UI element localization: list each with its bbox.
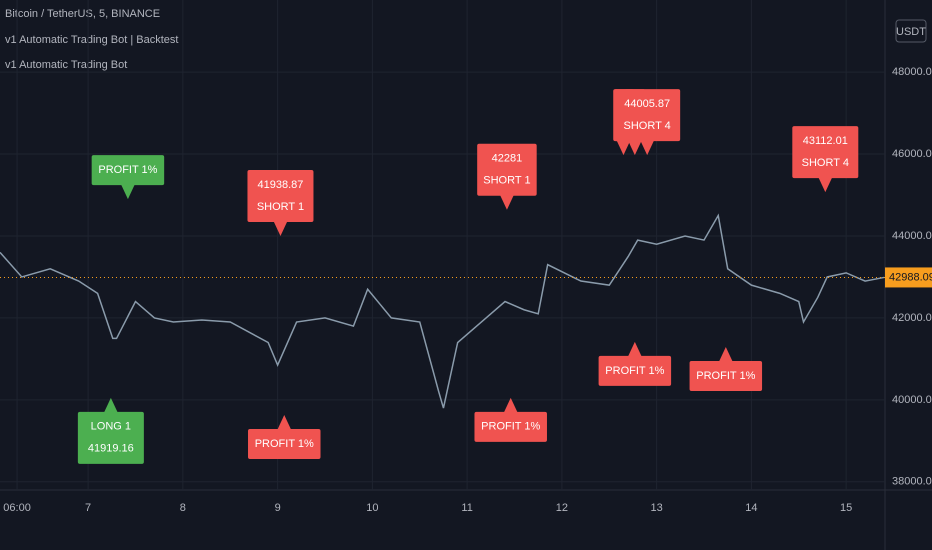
signal-text: SHORT 1 bbox=[483, 175, 530, 187]
signal-box bbox=[77, 411, 144, 464]
signal-text: 44005.87 bbox=[624, 98, 670, 110]
header-indicator: v1 Automatic Trading Bot bbox=[5, 59, 127, 71]
signal-text: 42281 bbox=[492, 153, 523, 165]
price-line bbox=[0, 213, 885, 409]
last-price-box bbox=[885, 267, 932, 288]
signal-text: LONG 1 bbox=[91, 421, 131, 433]
signal-box bbox=[91, 155, 165, 186]
signal-box bbox=[474, 411, 547, 442]
signal-pointer bbox=[499, 194, 514, 210]
signal-text: PROFIT 1% bbox=[696, 370, 755, 382]
signal-pointer bbox=[616, 140, 631, 156]
currency-label[interactable]: USDT bbox=[896, 26, 926, 38]
x-tick-label: 11 bbox=[461, 502, 472, 514]
signal-pointer bbox=[277, 415, 292, 431]
signal-pointer bbox=[627, 140, 642, 156]
signal-pointer bbox=[718, 347, 733, 363]
signal-box bbox=[477, 143, 537, 196]
signal-pointer bbox=[503, 397, 518, 413]
signal-text: SHORT 4 bbox=[624, 120, 671, 132]
signal-text: PROFIT 1% bbox=[605, 365, 664, 377]
signal-box bbox=[247, 169, 314, 222]
signal-text: 41938.87 bbox=[258, 179, 304, 191]
signal-text: PROFIT 1% bbox=[255, 438, 314, 450]
signal-text: PROFIT 1% bbox=[98, 164, 157, 176]
header-symbol: Bitcoin / TetherUS, 5, BINANCE bbox=[5, 8, 160, 20]
y-tick-label: 44000.00 bbox=[892, 230, 932, 242]
signal-text: SHORT 4 bbox=[802, 157, 849, 169]
x-tick-label: 12 bbox=[556, 502, 568, 514]
signal-pointer bbox=[120, 184, 135, 200]
y-tick-label: 48000.00 bbox=[892, 66, 932, 78]
y-tick-label: 46000.00 bbox=[892, 148, 932, 160]
signal-box bbox=[248, 429, 321, 460]
signal-text: SHORT 1 bbox=[257, 201, 304, 213]
signal-box bbox=[598, 355, 672, 386]
signal-pointer bbox=[273, 220, 288, 236]
signal-text: 41919.16 bbox=[88, 443, 134, 455]
x-tick-label: 10 bbox=[366, 502, 378, 514]
signal-text: 43112.01 bbox=[803, 135, 848, 147]
x-tick-label: 7 bbox=[85, 502, 91, 514]
x-tick-label: 9 bbox=[275, 502, 281, 514]
y-tick-label: 38000.00 bbox=[892, 476, 932, 488]
x-tick-label: 06:00 bbox=[3, 502, 31, 514]
signal-box bbox=[614, 89, 681, 142]
x-tick-label: 13 bbox=[651, 502, 663, 514]
currency-button[interactable] bbox=[895, 19, 927, 43]
signal-pointer bbox=[818, 177, 833, 193]
y-tick-label: 42000.00 bbox=[892, 312, 932, 324]
signal-pointer bbox=[627, 341, 642, 357]
x-tick-label: 8 bbox=[180, 502, 186, 514]
y-tick-label: 40000.00 bbox=[892, 394, 932, 406]
x-tick-label: 14 bbox=[745, 502, 757, 514]
signal-pointer bbox=[103, 397, 118, 413]
header-indicator: v1 Automatic Trading Bot | Backtest bbox=[5, 34, 178, 46]
last-price-label: 42988.09 bbox=[889, 271, 932, 283]
signal-text: PROFIT 1% bbox=[481, 421, 540, 433]
signal-box bbox=[689, 361, 763, 392]
signal-pointer bbox=[640, 140, 655, 156]
signal-box bbox=[792, 126, 859, 179]
x-tick-label: 15 bbox=[840, 502, 852, 514]
